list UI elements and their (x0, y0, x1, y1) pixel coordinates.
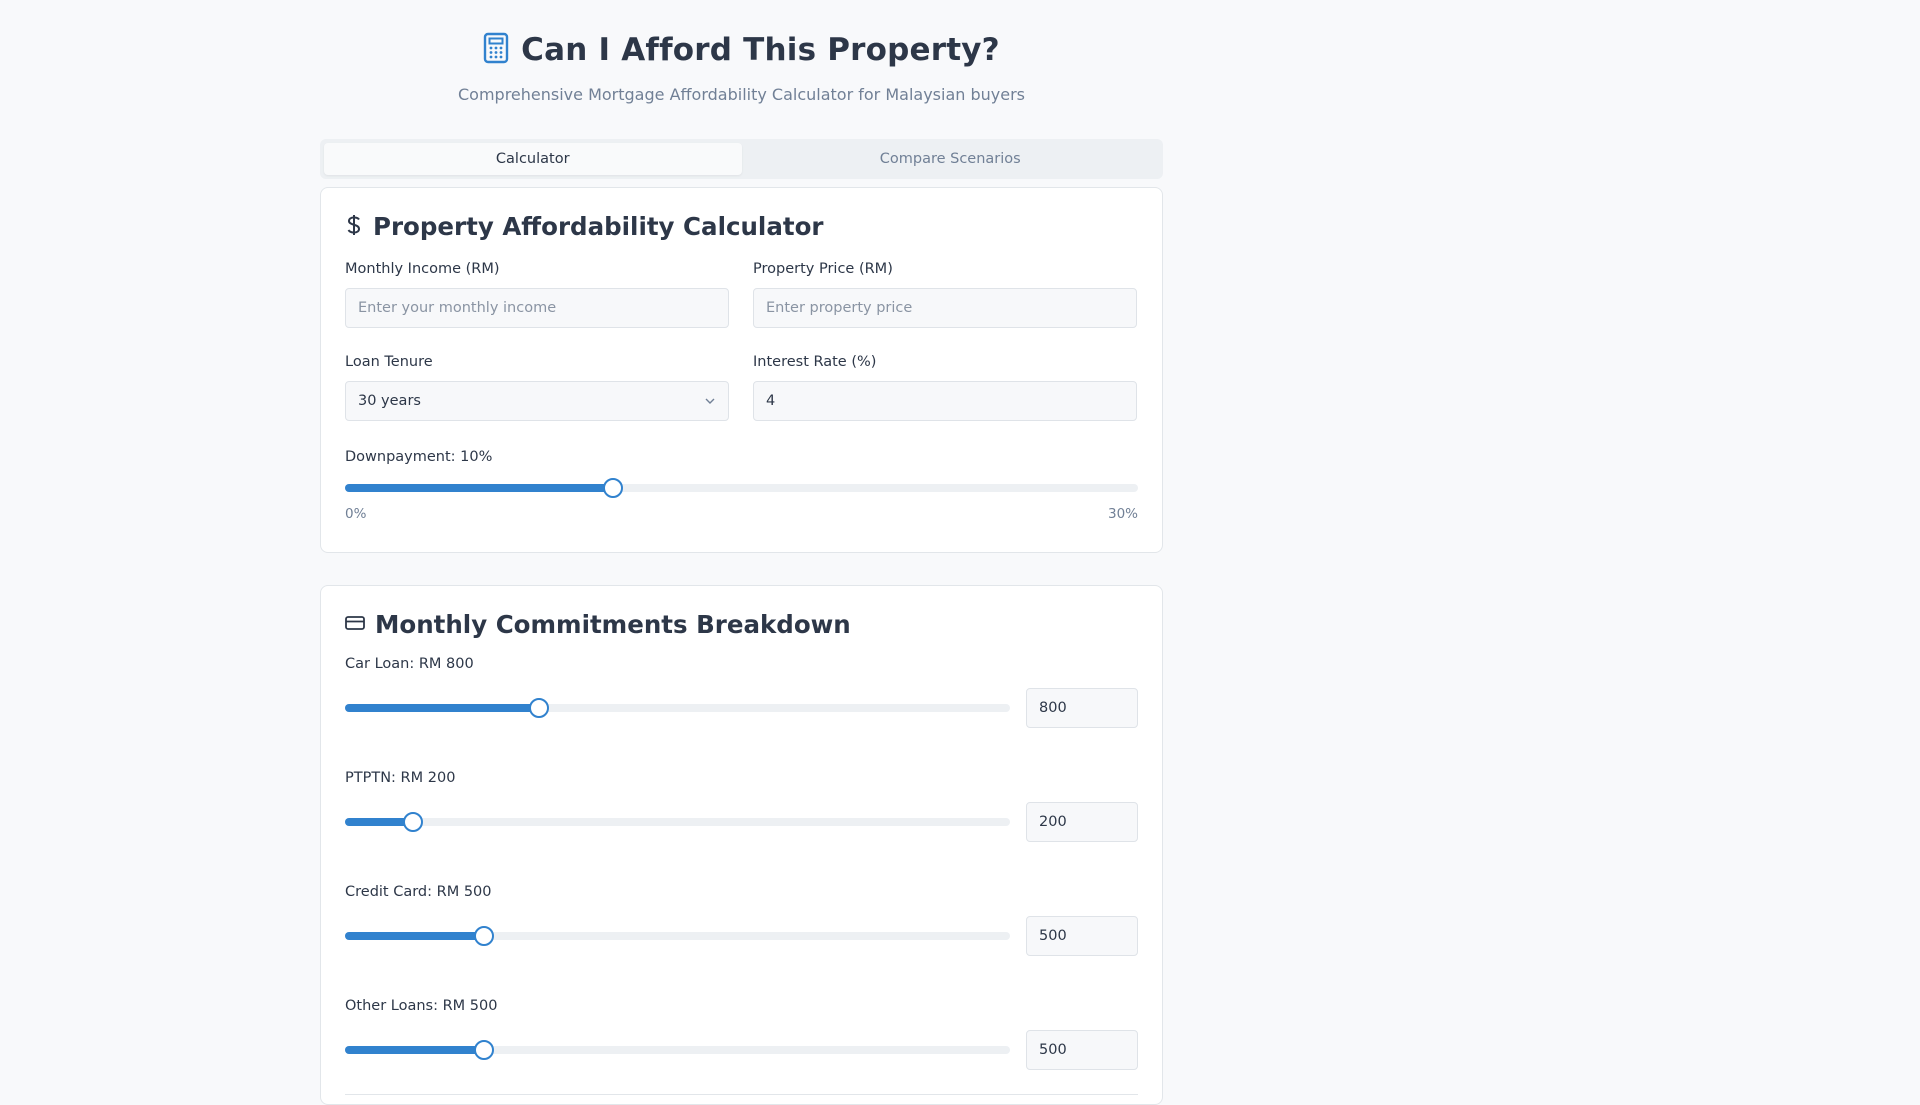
income-price-row: Monthly Income (RM) Property Price (RM) (345, 261, 1138, 328)
tenure-interest-row: Loan Tenure 30 years Interest Rate (%) (345, 354, 1138, 421)
car-loan-slider[interactable] (345, 698, 1010, 718)
slider-track (345, 932, 1010, 940)
tab-compare-scenarios[interactable]: Compare Scenarios (879, 151, 1021, 167)
title-row: Can I Afford This Property? (320, 30, 1163, 70)
other-loans-label: Other Loans: RM 500 (345, 998, 498, 1014)
slider-thumb[interactable] (403, 812, 424, 832)
dollar-icon (345, 214, 363, 240)
commitment-controls (345, 1030, 1138, 1070)
app-container: Can I Afford This Property? Comprehensiv… (320, 0, 1163, 1105)
car-loan-commitment: Car Loan: RM 800 (345, 656, 1138, 728)
other-loans-commitment: Other Loans: RM 500 (345, 998, 1138, 1070)
chevron-down-icon (704, 393, 716, 409)
ptptn-label: PTPTN: RM 200 (345, 770, 456, 786)
ptptn-commitment: PTPTN: RM 200 (345, 770, 1138, 842)
slider-track (345, 1046, 1010, 1054)
commitment-controls (345, 688, 1138, 728)
ptptn-slider[interactable] (345, 812, 1010, 832)
card-title-row: Monthly Commitments Breakdown (345, 586, 1138, 642)
income-label: Monthly Income (RM) (345, 261, 500, 277)
credit-card-commitment: Credit Card: RM 500 (345, 884, 1138, 956)
commitment-controls (345, 802, 1138, 842)
slider-fill (345, 704, 539, 712)
price-field-group: Property Price (RM) (753, 261, 1137, 328)
credit-card-slider[interactable] (345, 926, 1010, 946)
slider-thumb[interactable] (528, 698, 549, 718)
slider-fill (345, 818, 414, 826)
monthly-income-input[interactable] (345, 288, 729, 328)
calculator-title: Property Affordability Calculator (373, 212, 824, 241)
section-divider (345, 1094, 1138, 1095)
downpayment-range-labels: 0% 30% (345, 506, 1138, 522)
loan-tenure-value: 30 years (358, 393, 421, 409)
commitments-title: Monthly Commitments Breakdown (375, 610, 851, 639)
loan-tenure-select[interactable]: 30 years (345, 381, 729, 421)
page-subtitle: Comprehensive Mortgage Affordability Cal… (458, 85, 1025, 104)
credit-card-label: Credit Card: RM 500 (345, 884, 492, 900)
slider-thumb[interactable] (473, 926, 494, 946)
slider-thumb[interactable] (473, 1040, 494, 1060)
tab-bar: Calculator Compare Scenarios (320, 139, 1163, 179)
property-price-input[interactable] (753, 288, 1137, 328)
monthly-commitments-card: Monthly Commitments Breakdown Car Loan: … (320, 585, 1163, 1105)
downpayment-min-label: 0% (345, 506, 367, 522)
calculator-icon (483, 32, 509, 68)
commitment-controls (345, 916, 1138, 956)
page-header: Can I Afford This Property? Comprehensiv… (320, 0, 1163, 104)
slider-thumb[interactable] (603, 478, 624, 498)
downpayment-label: Downpayment: 10% (345, 449, 493, 465)
downpayment-max-label: 30% (1107, 506, 1138, 522)
page-title: Can I Afford This Property? (521, 32, 1000, 68)
price-label: Property Price (RM) (753, 261, 893, 277)
credit-card-input[interactable] (1026, 916, 1138, 956)
slider-track (345, 484, 1138, 492)
other-loans-input[interactable] (1026, 1030, 1138, 1070)
tenure-field-group: Loan Tenure 30 years (345, 354, 729, 421)
credit-card-icon (345, 615, 365, 635)
other-loans-slider[interactable] (345, 1040, 1010, 1060)
slider-track (345, 704, 1010, 712)
slider-fill (345, 1046, 484, 1054)
downpayment-slider[interactable] (345, 478, 1138, 498)
car-loan-label: Car Loan: RM 800 (345, 656, 474, 672)
interest-field-group: Interest Rate (%) (753, 354, 1137, 421)
card-title-row: Property Affordability Calculator (345, 188, 1138, 244)
interest-rate-input[interactable] (753, 381, 1137, 421)
slider-fill (345, 932, 484, 940)
slider-track (345, 818, 1010, 826)
tenure-label: Loan Tenure (345, 354, 433, 370)
affordability-calculator-card: Property Affordability Calculator Monthl… (320, 187, 1163, 553)
tab-calculator[interactable]: Calculator (324, 143, 742, 175)
ptptn-input[interactable] (1026, 802, 1138, 842)
income-field-group: Monthly Income (RM) (345, 261, 729, 328)
slider-fill (345, 484, 614, 492)
car-loan-input[interactable] (1026, 688, 1138, 728)
interest-label: Interest Rate (%) (753, 354, 877, 370)
